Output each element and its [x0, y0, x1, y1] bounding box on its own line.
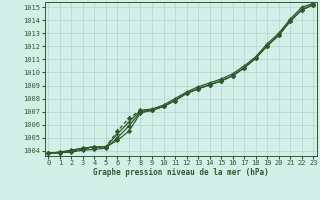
X-axis label: Graphe pression niveau de la mer (hPa): Graphe pression niveau de la mer (hPa)	[93, 168, 269, 177]
